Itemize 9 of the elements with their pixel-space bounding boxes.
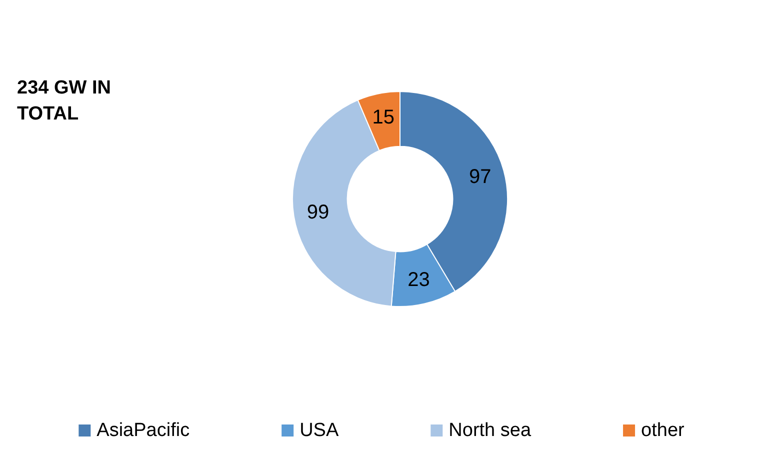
data-label: 15	[372, 106, 394, 129]
legend-label: other	[641, 420, 686, 441]
chart-title: 234 GW IN TOTAL	[17, 78, 116, 124]
legend-label: USA	[300, 420, 339, 441]
legend-label: AsiaPacific	[96, 420, 190, 441]
data-label: 97	[469, 166, 492, 188]
data-label: 99	[306, 201, 330, 224]
legend-label: North sea	[448, 420, 532, 441]
data-label: 23	[408, 268, 430, 291]
